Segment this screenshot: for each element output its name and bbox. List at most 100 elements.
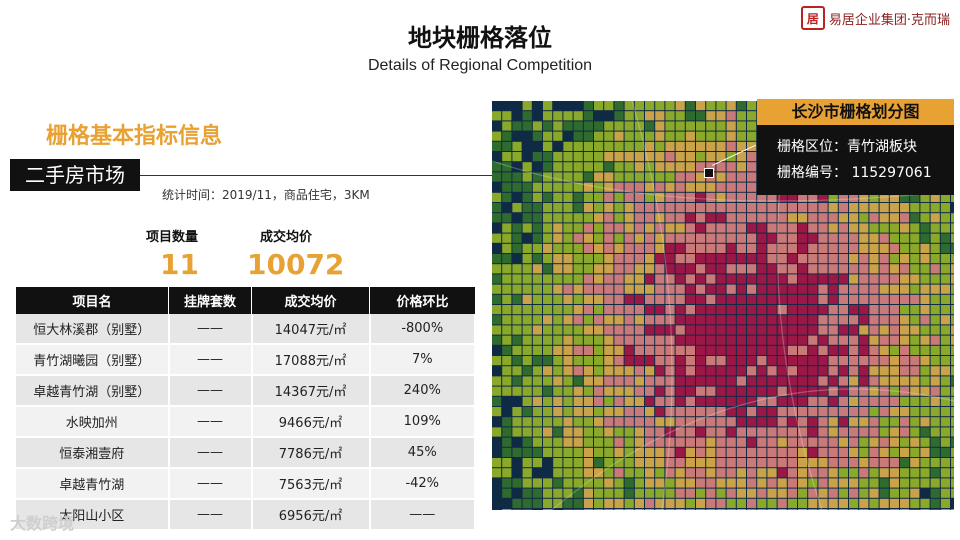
grid-cell (951, 243, 954, 253)
grid-cell (828, 274, 838, 284)
grid-cell (655, 366, 665, 376)
grid-cell (838, 213, 848, 223)
grid-cell (675, 345, 685, 355)
grid-cell (900, 447, 910, 457)
grid-cell (706, 356, 716, 366)
grid-cell (675, 447, 685, 457)
grid-cell (706, 203, 716, 213)
grid-cell (838, 447, 848, 457)
grid-cell (726, 458, 736, 468)
grid-cell (798, 468, 808, 478)
grid-cell (492, 509, 502, 510)
grid-cell (655, 305, 665, 315)
grid-cell (655, 335, 665, 345)
grid-cell (665, 335, 675, 345)
grid-cell (747, 233, 757, 243)
grid-cell (736, 172, 746, 182)
grid-cell (889, 458, 899, 468)
grid-cell (900, 437, 910, 447)
grid-cell (685, 468, 695, 478)
grid-cell (696, 162, 706, 172)
grid-cell (849, 243, 859, 253)
grid-cell (553, 162, 563, 172)
grid-cell (675, 264, 685, 274)
grid-cell (685, 315, 695, 325)
grid-cell (706, 437, 716, 447)
grid-cell (553, 509, 563, 510)
grid-cell (685, 335, 695, 345)
grid-cell (736, 509, 746, 510)
grid-cell (573, 243, 583, 253)
grid-cell (502, 437, 512, 447)
grid-cell (818, 284, 828, 294)
grid-cell (930, 468, 940, 478)
grid-cell (583, 345, 593, 355)
grid-cell (736, 254, 746, 264)
grid-cell (910, 458, 920, 468)
grid-cell (675, 223, 685, 233)
grid-cell (757, 284, 767, 294)
grid-cell (553, 233, 563, 243)
grid-cell (604, 254, 614, 264)
grid-cell (655, 192, 665, 202)
grid-cell (889, 376, 899, 386)
grid-cell (614, 325, 624, 335)
grid-cell (798, 243, 808, 253)
grid-cell (645, 509, 655, 510)
grid-cell (900, 386, 910, 396)
grid-cell (502, 243, 512, 253)
grid-cell (889, 427, 899, 437)
grid-cell (920, 294, 930, 304)
grid-cell (889, 335, 899, 345)
grid-cell (859, 396, 869, 406)
grid-cell (747, 488, 757, 498)
grid-cell (747, 182, 757, 192)
grid-cell (645, 376, 655, 386)
grid-cell (522, 315, 532, 325)
grid-cell (645, 264, 655, 274)
grid-cell (624, 509, 634, 510)
grid-cell (910, 223, 920, 233)
grid-cell (512, 458, 522, 468)
grid-cell (736, 488, 746, 498)
grid-cell (940, 376, 950, 386)
grid-cell (849, 386, 859, 396)
grid-cell (502, 152, 512, 162)
grid-cell (594, 131, 604, 141)
grid-cell (940, 254, 950, 264)
grid-cell (665, 274, 675, 284)
grid-cell (634, 192, 644, 202)
grid-cell (838, 356, 848, 366)
grid-cell (920, 417, 930, 427)
grid-cell (624, 101, 634, 111)
grid-cell (665, 356, 675, 366)
grid-cell (889, 233, 899, 243)
grid-cell (951, 315, 954, 325)
grid-cell (706, 121, 716, 131)
grid-cell (849, 509, 859, 510)
grid-cell (624, 488, 634, 498)
grid-cell (614, 182, 624, 192)
grid-cell (757, 335, 767, 345)
grid-cell (502, 284, 512, 294)
grid-cell (665, 101, 675, 111)
grid-cell (808, 509, 818, 510)
grid-cell (736, 335, 746, 345)
grid-cell (655, 254, 665, 264)
grid-cell (624, 437, 634, 447)
grid-cell (869, 243, 879, 253)
grid-cell (716, 131, 726, 141)
grid-cell (522, 396, 532, 406)
grid-cell (767, 488, 777, 498)
grid-cell (532, 213, 542, 223)
grid-cell (859, 386, 869, 396)
grid-cell (624, 345, 634, 355)
grid-cell (512, 478, 522, 488)
grid-cell (675, 376, 685, 386)
grid-cell (900, 468, 910, 478)
grid-cell (736, 233, 746, 243)
grid-cell (543, 162, 553, 172)
grid-cell (828, 233, 838, 243)
grid-cell (930, 458, 940, 468)
grid-cell (940, 264, 950, 274)
